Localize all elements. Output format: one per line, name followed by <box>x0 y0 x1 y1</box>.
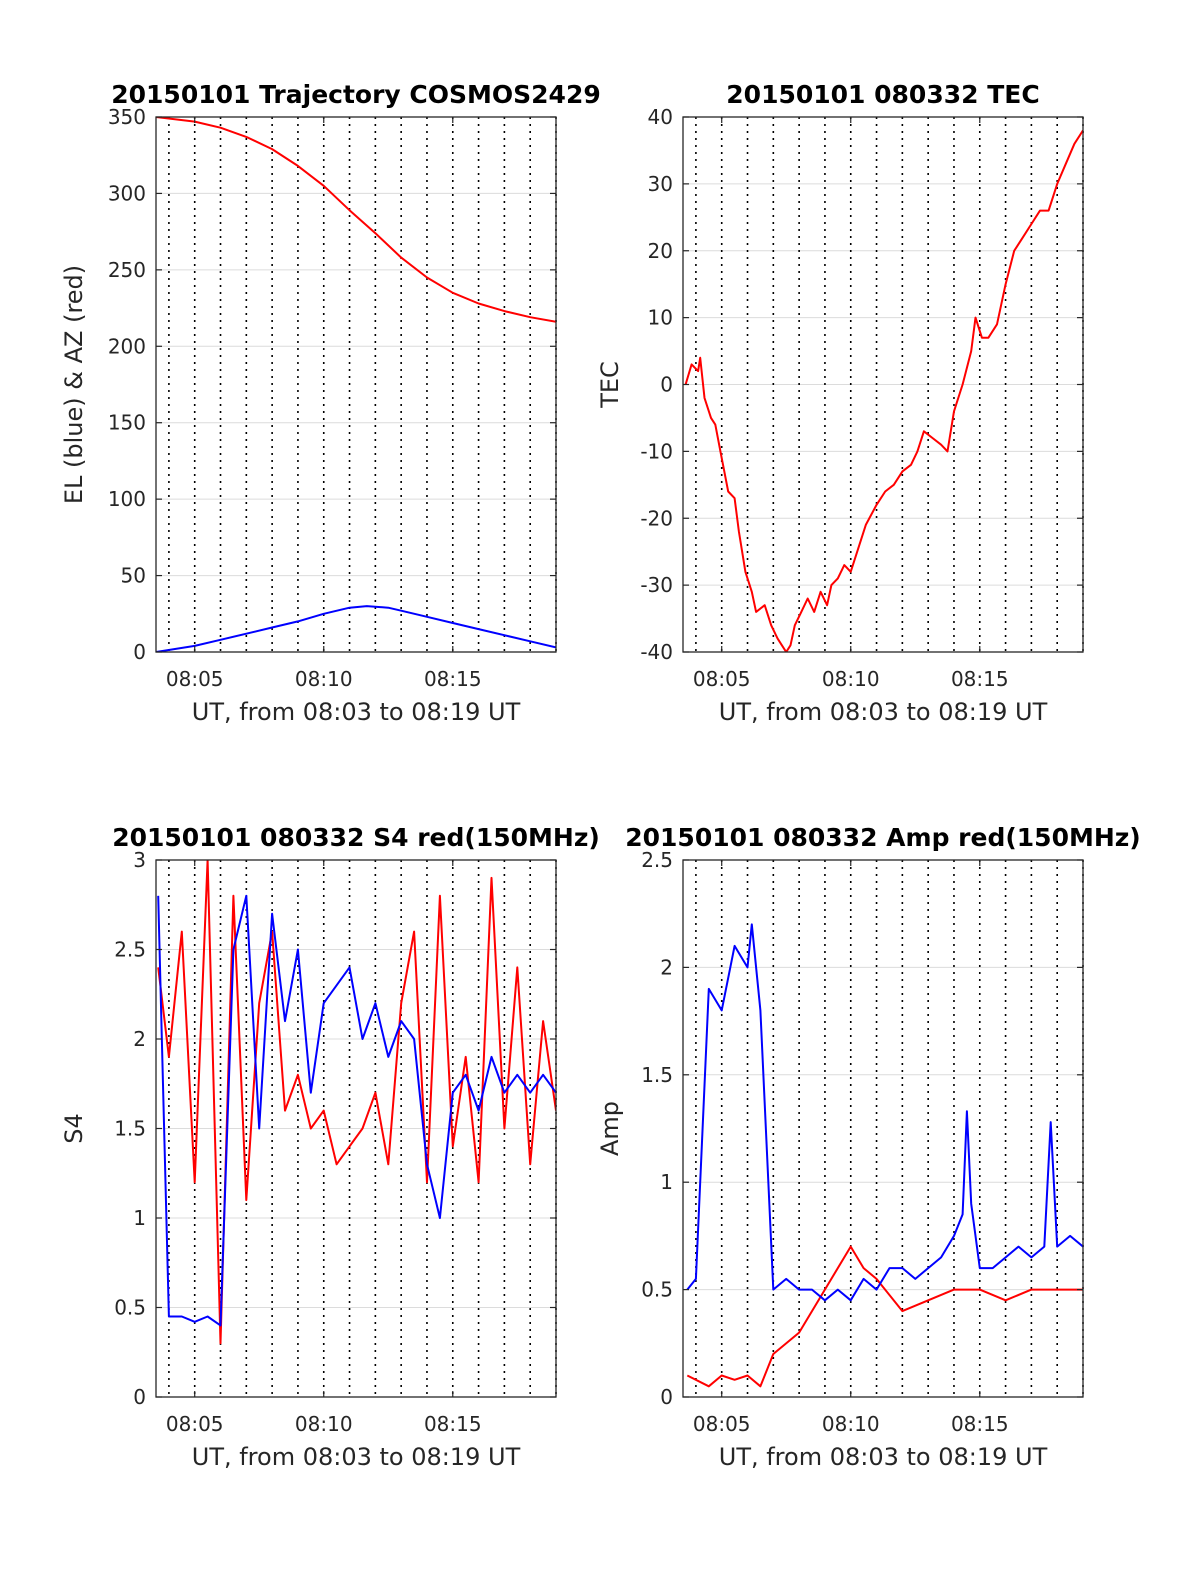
y-axis-label: TEC <box>596 361 624 409</box>
y-tick-label: 150 <box>108 411 146 435</box>
x-tick-label: 08:10 <box>822 667 880 691</box>
x-axis-label: UT, from 08:03 to 08:19 UT <box>192 1443 521 1471</box>
y-tick-label: 2.5 <box>641 848 673 872</box>
y-tick-label: 0.5 <box>641 1278 673 1302</box>
x-tick-label: 08:10 <box>295 1412 353 1436</box>
series-group <box>156 117 556 652</box>
chart-title: 20150101 080332 Amp red(150MHz) <box>625 823 1141 852</box>
y-axis-label: EL (blue) & AZ (red) <box>60 265 88 504</box>
chart-panel-3: 0 0.5 1 1.5 2 2.5 3 08:05 08:10 08:15 20150101 080… <box>60 823 600 1471</box>
y-tick-label: -20 <box>640 506 673 530</box>
y-tick-label: -10 <box>640 439 673 463</box>
series-line-1 <box>156 117 556 323</box>
chart-panel-4: 0 0.5 1 1.5 2 2.5 08:05 08:10 08:15 20150101 0803… <box>596 823 1141 1471</box>
y-tick-label: 20 <box>648 239 673 263</box>
series-group <box>157 860 556 1345</box>
x-tick-label: 08:15 <box>424 667 482 691</box>
y-tick-label: 1.5 <box>114 1117 146 1141</box>
axes-box <box>682 859 1084 1398</box>
y-tick-label: 2 <box>133 1027 146 1051</box>
chart-title: 20150101 Trajectory COSMOS2429 <box>111 80 601 109</box>
y-tick-label: 0 <box>133 640 146 664</box>
y-tick-label: 200 <box>108 334 146 358</box>
y-tick-label: 2 <box>660 955 673 979</box>
y-tick-label: 10 <box>648 306 673 330</box>
series-line-2 <box>157 894 556 1327</box>
plot-area <box>683 860 1083 1397</box>
y-axis-label: Amp <box>596 1101 624 1156</box>
x-tick-label: 08:05 <box>166 667 224 691</box>
chart-title: 20150101 080332 S4 red(150MHz) <box>112 823 600 852</box>
y-tick-label: 0 <box>660 1385 673 1409</box>
y-tick-label: 2.5 <box>114 938 146 962</box>
series-line-1 <box>684 129 1083 652</box>
y-axis-label: S4 <box>60 1113 88 1144</box>
y-tick-label: 0 <box>133 1385 146 1409</box>
y-tick-label: 40 <box>648 105 673 129</box>
x-tick-label: 08:05 <box>166 1412 224 1436</box>
x-tick-label: 08:05 <box>693 1412 751 1436</box>
y-tick-label: 250 <box>108 258 146 282</box>
series-line-2 <box>156 605 556 652</box>
y-tick-label: 0.5 <box>114 1296 146 1320</box>
y-tick-label: 300 <box>108 181 146 205</box>
x-axis-label: UT, from 08:03 to 08:19 UT <box>192 698 521 726</box>
x-axis-label: UT, from 08:03 to 08:19 UT <box>719 698 1048 726</box>
x-axis-label: UT, from 08:03 to 08:19 UT <box>719 1443 1048 1471</box>
plot-area <box>156 117 556 652</box>
series-line-1 <box>686 1245 1083 1388</box>
y-tick-label: 1 <box>660 1170 673 1194</box>
series-line-2 <box>686 923 1083 1302</box>
x-tick-label: 08:05 <box>693 667 751 691</box>
axes-box <box>155 116 557 653</box>
chart-title: 20150101 080332 TEC <box>726 80 1039 109</box>
y-tick-label: 50 <box>121 564 146 588</box>
x-tick-label: 08:10 <box>822 1412 880 1436</box>
series-group <box>684 129 1083 652</box>
y-tick-label: 30 <box>648 172 673 196</box>
y-tick-label: -40 <box>640 640 673 664</box>
series-group <box>686 923 1083 1388</box>
y-tick-label: 3 <box>133 848 146 872</box>
x-tick-label: 08:15 <box>951 1412 1009 1436</box>
x-tick-label: 08:10 <box>295 667 353 691</box>
x-tick-label: 08:15 <box>424 1412 482 1436</box>
y-tick-label: 350 <box>108 105 146 129</box>
y-tick-label: -30 <box>640 573 673 597</box>
y-tick-label: 1 <box>133 1206 146 1230</box>
chart-panel-2: -40 -30 -20 -10 0 10 20 30 40 08:05 08:10 08:15 2015… <box>596 80 1084 726</box>
y-tick-label: 100 <box>108 487 146 511</box>
y-tick-label: 1.5 <box>641 1063 673 1087</box>
y-tick-label: 0 <box>660 373 673 397</box>
x-tick-label: 08:15 <box>951 667 1009 691</box>
chart-panel-1: 0 50 100 150 200 250 300 350 08:05 08:10 08:15 2015… <box>60 80 601 726</box>
